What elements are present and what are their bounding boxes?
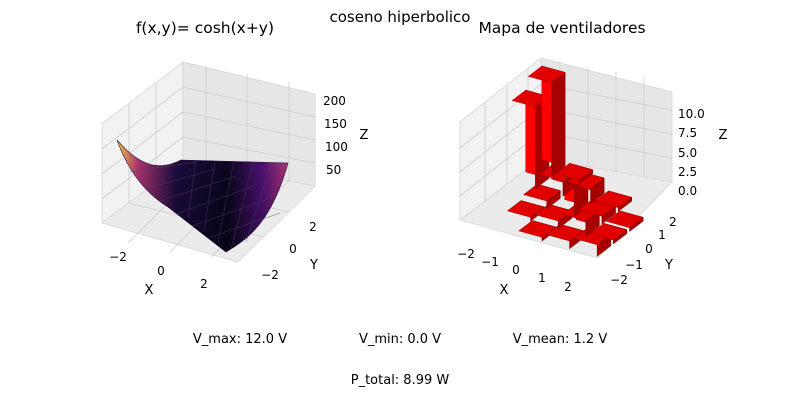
- bar3d-z-tick: 10.0: [678, 107, 705, 121]
- stat-v-max: V_max: 12.0 V: [193, 332, 287, 347]
- bar3d-bar-top: [527, 65, 566, 84]
- bar3d-bar-top: [605, 210, 644, 228]
- surface-chart-title: f(x,y)= cosh(x+y): [136, 19, 274, 37]
- surface-z-tick: 200: [323, 94, 346, 108]
- surface-z-tick: 50: [326, 163, 341, 177]
- bar3d-x-tick: 0: [512, 263, 520, 277]
- bar3d-x-tick: −1: [481, 255, 499, 269]
- bar3d-bar: [523, 183, 561, 210]
- surface-z-tick: 150: [324, 117, 347, 131]
- bar3d-x-label: X: [500, 283, 509, 298]
- surface-z-label: Z: [360, 128, 369, 143]
- bar3d-bar: [594, 190, 633, 213]
- bar3d-bar-top: [506, 200, 545, 218]
- surface-wire: [129, 159, 281, 250]
- bar3d-y-tick: 1: [658, 228, 666, 242]
- surface-y-tick: 2: [309, 220, 317, 234]
- bar3d-bar-top: [555, 163, 594, 181]
- bar3d-x-ticks: −2 −1 0 1 2: [457, 247, 572, 294]
- surface-y-tick: 0: [289, 242, 297, 256]
- surface-y-tick: −2: [261, 268, 279, 282]
- bar3d-bar-top: [534, 203, 573, 222]
- bar3d-z-tick: 0.0: [678, 184, 697, 198]
- bar3d-chart-title: Mapa de ventiladores: [478, 19, 645, 37]
- bar3d-bar-top: [511, 89, 550, 108]
- bar3d-z-label: Z: [719, 128, 728, 143]
- bar3d-bar-top: [594, 190, 633, 208]
- surface-z-tick: 100: [325, 140, 348, 154]
- bar3d-z-tick: 2.5: [678, 165, 697, 179]
- bar3d-z-ticks: 0.0 2.5 5.0 7.5 10.0: [678, 107, 705, 198]
- bar3d-y-label: Y: [664, 258, 673, 273]
- bar3d-bar: [527, 65, 566, 177]
- bar3d-y-tick: 0: [645, 242, 653, 256]
- bar3d-bar-top: [589, 223, 628, 241]
- surface-y-ticks: −2 0 2: [261, 220, 317, 282]
- stats-panel: V_max: 12.0 V V_min: 0.0 V V_mean: 1.2 V…: [193, 332, 607, 388]
- bar3d-y-tick: 2: [669, 215, 677, 229]
- bar3d-z-tick: 5.0: [678, 146, 697, 160]
- surface-x-label: X: [145, 283, 154, 298]
- surface-chart: f(x,y)= cosh(x+y): [101, 19, 369, 298]
- bar3d-y-tick: −2: [610, 273, 628, 287]
- bar3d-y-ticks: −2 −1 0 1 2: [610, 215, 677, 287]
- stat-v-mean: V_mean: 1.2 V: [513, 332, 608, 347]
- bar3d-bars: [506, 65, 644, 257]
- bar3d-x-tick: −2: [457, 247, 475, 261]
- surface-x-tick: 0: [157, 264, 165, 278]
- bar3d-bar-top: [545, 223, 584, 242]
- surface-y-label: Y: [309, 258, 318, 273]
- surface-z-ticks: 50 100 150 200: [323, 94, 348, 177]
- bar3d-bar-side: [551, 71, 566, 177]
- surface-x-ticks: −2 0 2: [109, 250, 208, 291]
- bar3d-x-tick: 2: [564, 280, 572, 294]
- stat-v-min: V_min: 0.0 V: [359, 332, 441, 347]
- bar3d-bar-top: [523, 183, 561, 202]
- figure-suptitle: coseno hiperbolico: [330, 8, 471, 26]
- stat-p-total: P_total: 8.99 W: [351, 373, 450, 388]
- bar3d-y-tick: −1: [625, 258, 643, 272]
- bar3d-bar: [555, 163, 594, 185]
- bar3d-z-tick: 7.5: [678, 126, 697, 140]
- bar3d-bar-top: [518, 220, 556, 238]
- surface-x-tick: 2: [200, 277, 208, 291]
- surface-mesh-shade: [117, 140, 288, 252]
- bar3d-chart: Mapa de ventiladores −: [457, 19, 727, 298]
- bar3d-bar: [605, 210, 644, 233]
- bar3d-x-tick: 1: [538, 271, 546, 285]
- bar3d-bar: [589, 223, 628, 245]
- surface-x-tick: −2: [109, 250, 127, 264]
